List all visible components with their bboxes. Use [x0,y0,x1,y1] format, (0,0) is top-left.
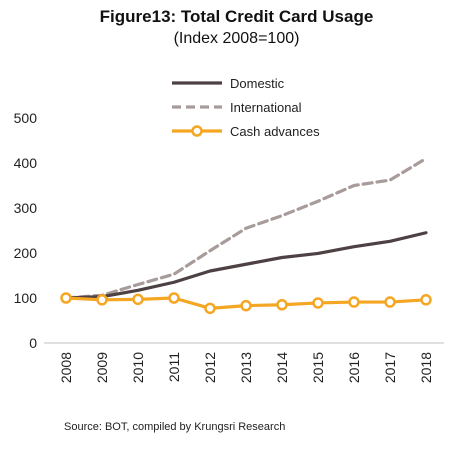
y-tick-label: 0 [29,335,37,351]
data-point-cash-advances [204,302,216,315]
data-point-cash-advances [348,296,360,308]
y-tick-label: 400 [14,155,38,171]
chart-title: Figure13: Total Credit Card Usage [99,7,374,26]
data-point-cash-advances [276,299,288,311]
data-point-cash-advances [96,294,108,306]
chart-title-block: Figure13: Total Credit Card Usage (Index… [0,6,473,50]
legend-label-international: International [230,100,302,115]
data-point-cash-advances [240,299,252,312]
x-tick-label: 2015 [310,352,326,383]
data-point-cash-advances [168,292,180,304]
y-tick-label: 500 [14,110,38,126]
x-tick-label: 2012 [202,352,218,383]
legend-label-cash-advances: Cash advances [230,124,320,139]
x-tick-label: 2009 [94,352,110,383]
x-tick-label: 2014 [274,352,290,383]
data-point-cash-advances [420,294,432,306]
x-tick-label: 2013 [238,352,254,383]
legend-marker-cash-advances [191,125,203,137]
x-tick-label: 2018 [418,352,434,383]
x-tick-label: 2011 [166,352,182,382]
y-tick-label: 100 [14,290,38,306]
x-tick-label: 2016 [346,352,362,383]
x-tick-label: 2017 [382,352,398,383]
data-point-cash-advances [60,292,72,304]
legend-label-domestic: Domestic [230,76,285,91]
y-tick-label: 300 [14,200,38,216]
y-tick-label: 200 [14,245,38,261]
source-note: Source: BOT, compiled by Krungsri Resear… [64,421,286,433]
series-line-domestic [64,231,428,300]
data-point-cash-advances [384,296,396,308]
chart-subtitle: (Index 2008=100) [173,30,300,47]
data-point-cash-advances [132,293,144,306]
x-tick-label: 2010 [130,352,146,383]
series-line-international [64,156,428,300]
data-point-cash-advances [312,297,324,309]
x-tick-label: 2008 [58,352,74,383]
